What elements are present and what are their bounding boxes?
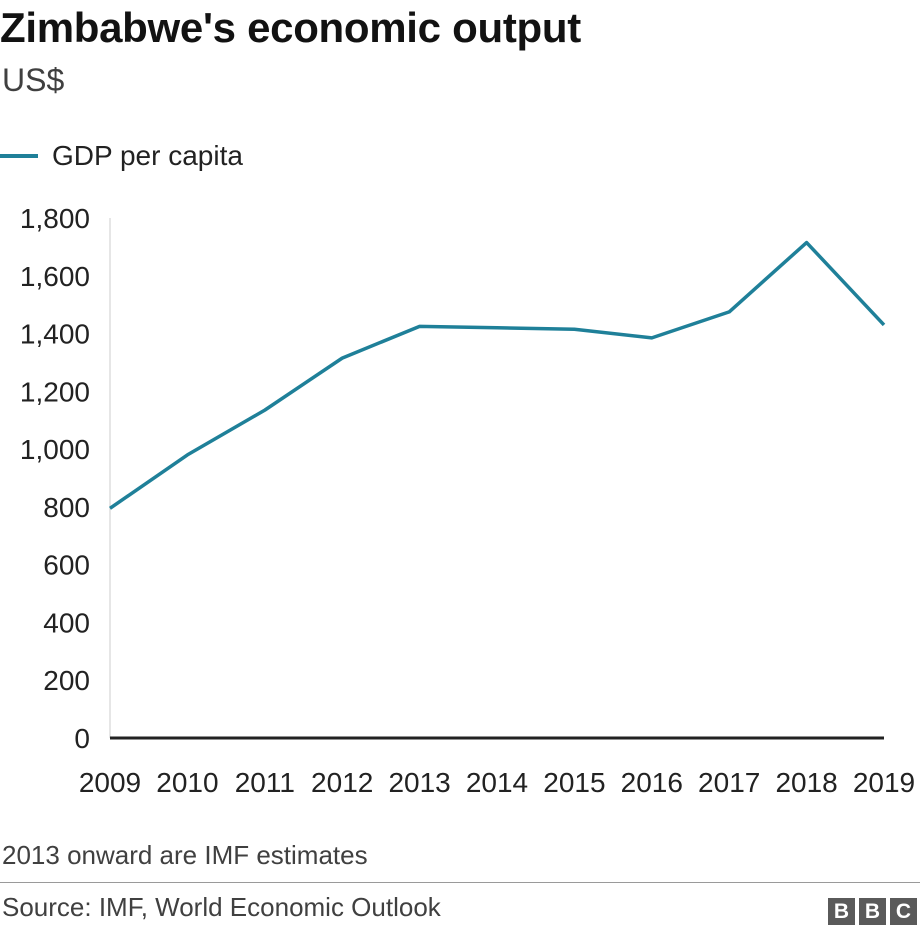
x-tick-label: 2014 bbox=[466, 767, 528, 798]
chart-title: Zimbabwe's economic output bbox=[0, 4, 581, 51]
x-tick-label: 2019 bbox=[853, 767, 915, 798]
series-line-gdp-per-capita bbox=[109, 240, 886, 510]
y-tick-label: 400 bbox=[43, 607, 90, 638]
y-tick-label: 200 bbox=[43, 665, 90, 696]
bbc-logo: B B C bbox=[828, 898, 917, 925]
y-axis-labels: 0 200 400 600 800 1,000 1,200 1,400 1,600 1,800 bbox=[20, 203, 90, 754]
y-tick-label: 1,000 bbox=[20, 434, 90, 465]
source-text: Source: IMF, World Economic Outlook bbox=[2, 892, 441, 922]
y-tick-label: 1,600 bbox=[20, 261, 90, 292]
x-tick-label: 2010 bbox=[156, 767, 218, 798]
x-axis-labels: 2009 2010 2011 2012 2013 2014 2015 2016 2017 2018… bbox=[79, 767, 915, 798]
series-layer bbox=[109, 240, 886, 510]
x-tick-label: 2009 bbox=[79, 767, 141, 798]
y-tick-label: 0 bbox=[74, 723, 90, 754]
x-tick-label: 2011 bbox=[235, 767, 295, 798]
chart-subtitle: US$ bbox=[2, 62, 65, 98]
x-tick-label: 2015 bbox=[543, 767, 605, 798]
x-tick-label: 2013 bbox=[388, 767, 450, 798]
y-tick-label: 600 bbox=[43, 550, 90, 581]
footnote: 2013 onward are IMF estimates bbox=[2, 840, 368, 870]
logo-letter-b1: B bbox=[828, 898, 855, 925]
legend-label: GDP per capita bbox=[52, 140, 243, 171]
footer-divider bbox=[0, 882, 920, 883]
legend: GDP per capita bbox=[0, 138, 243, 174]
y-tick-label: 1,800 bbox=[20, 203, 90, 234]
line-chart: 0 200 400 600 800 1,000 1,200 1,400 1,600 1,800 2… bbox=[20, 203, 915, 798]
legend-swatch bbox=[0, 154, 38, 158]
y-tick-label: 1,400 bbox=[20, 319, 90, 350]
y-tick-label: 1,200 bbox=[20, 376, 90, 407]
y-tick-label: 800 bbox=[43, 492, 90, 523]
x-tick-label: 2018 bbox=[775, 767, 837, 798]
x-tick-label: 2017 bbox=[698, 767, 760, 798]
x-tick-label: 2016 bbox=[621, 767, 683, 798]
x-tick-label: 2012 bbox=[311, 767, 373, 798]
logo-letter-b2: B bbox=[859, 898, 886, 925]
logo-letter-c: C bbox=[890, 898, 917, 925]
